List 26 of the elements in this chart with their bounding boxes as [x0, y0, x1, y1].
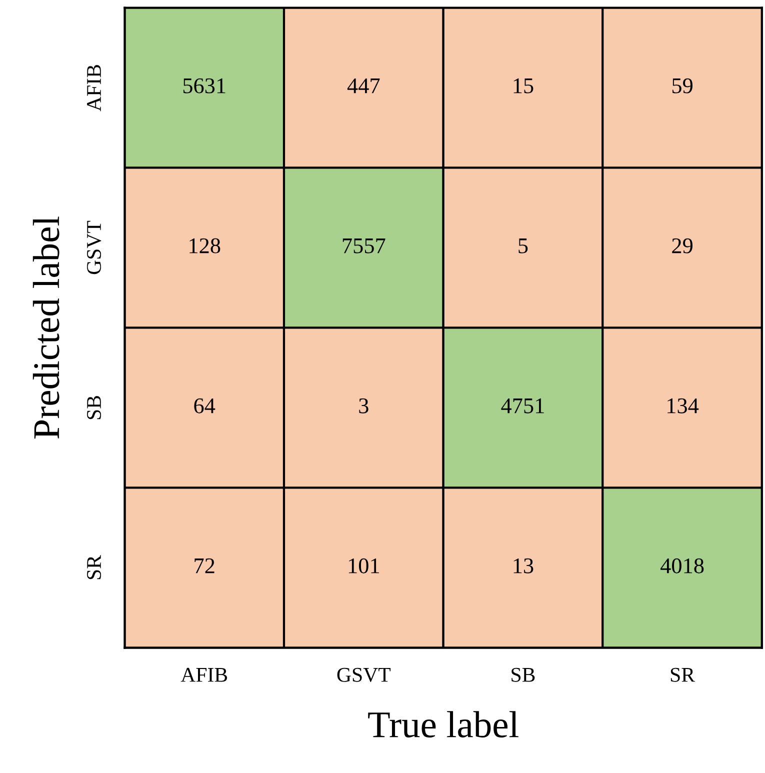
data-label: 13 — [514, 558, 534, 574]
x-tick-label: GSVT — [337, 668, 391, 682]
data-label: 72 — [194, 558, 214, 574]
data-label: 5 — [518, 238, 528, 254]
y-axis-title: Predicted label — [32, 216, 60, 439]
data-label: 64 — [194, 398, 216, 414]
data-label: 4018 — [660, 558, 704, 574]
data-label: 128 — [190, 238, 220, 254]
data-label: 101 — [348, 558, 379, 574]
data-label: 7557 — [342, 238, 386, 254]
y-tick-label: SR — [87, 555, 102, 580]
x-axis-title: True label — [368, 711, 518, 738]
data-label: 15 — [514, 78, 534, 94]
x-tick-label: SB — [512, 668, 535, 682]
data-label: 3 — [359, 398, 368, 414]
data-label: 59 — [672, 78, 692, 94]
x-tick-label: AFIB — [180, 668, 228, 682]
y-tick-label: GSVT — [87, 220, 102, 274]
data-label: 4751 — [501, 398, 544, 414]
data-label: 29 — [672, 238, 692, 254]
y-tick-label: SB — [87, 396, 102, 420]
y-tick-label: AFIB — [87, 65, 101, 112]
data-label: 134 — [668, 398, 699, 414]
data-label: 447 — [347, 78, 380, 94]
x-tick-label: SR — [670, 668, 695, 682]
data-label: 5631 — [183, 78, 226, 94]
